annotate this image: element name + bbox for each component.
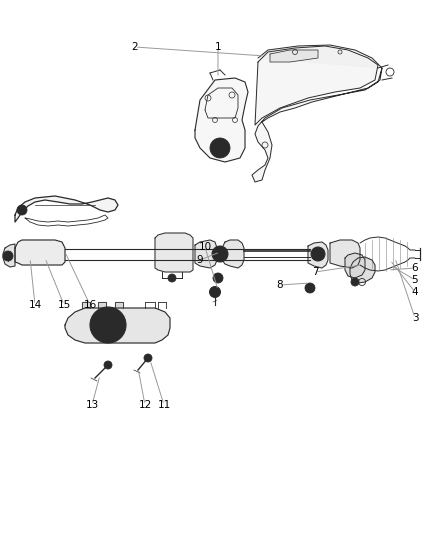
Polygon shape	[255, 46, 378, 125]
Polygon shape	[252, 45, 382, 182]
Circle shape	[168, 274, 176, 282]
Polygon shape	[308, 242, 328, 268]
Polygon shape	[15, 240, 65, 265]
Polygon shape	[82, 302, 90, 308]
Text: 8: 8	[277, 280, 283, 290]
Text: 1: 1	[215, 42, 221, 52]
Polygon shape	[115, 302, 123, 308]
Circle shape	[3, 251, 13, 261]
Text: 10: 10	[198, 242, 212, 252]
Polygon shape	[155, 233, 193, 272]
Text: 6: 6	[412, 263, 418, 273]
Polygon shape	[330, 240, 360, 268]
Polygon shape	[65, 308, 170, 343]
Polygon shape	[350, 257, 375, 283]
Circle shape	[311, 247, 325, 261]
Circle shape	[213, 273, 223, 283]
Polygon shape	[195, 240, 217, 268]
Circle shape	[305, 283, 315, 293]
Text: 11: 11	[157, 400, 171, 410]
Polygon shape	[98, 302, 106, 308]
Polygon shape	[270, 50, 318, 62]
Circle shape	[209, 287, 220, 297]
Text: 13: 13	[85, 400, 99, 410]
Text: 15: 15	[57, 300, 71, 310]
Text: 4: 4	[412, 287, 418, 297]
Text: 9: 9	[197, 255, 203, 265]
Polygon shape	[222, 240, 244, 268]
Circle shape	[17, 205, 27, 215]
Text: 12: 12	[138, 400, 152, 410]
Circle shape	[144, 354, 152, 362]
Circle shape	[212, 246, 228, 262]
Circle shape	[351, 278, 359, 286]
Polygon shape	[3, 244, 15, 267]
Circle shape	[210, 138, 230, 158]
Text: 7: 7	[312, 267, 318, 277]
Text: 16: 16	[83, 300, 97, 310]
Polygon shape	[15, 196, 118, 222]
Circle shape	[90, 307, 126, 343]
Circle shape	[104, 361, 112, 369]
Polygon shape	[195, 78, 248, 162]
Text: 3: 3	[412, 313, 418, 323]
Text: 5: 5	[412, 275, 418, 285]
Text: 2: 2	[132, 42, 138, 52]
Text: 14: 14	[28, 300, 42, 310]
Polygon shape	[345, 253, 365, 278]
